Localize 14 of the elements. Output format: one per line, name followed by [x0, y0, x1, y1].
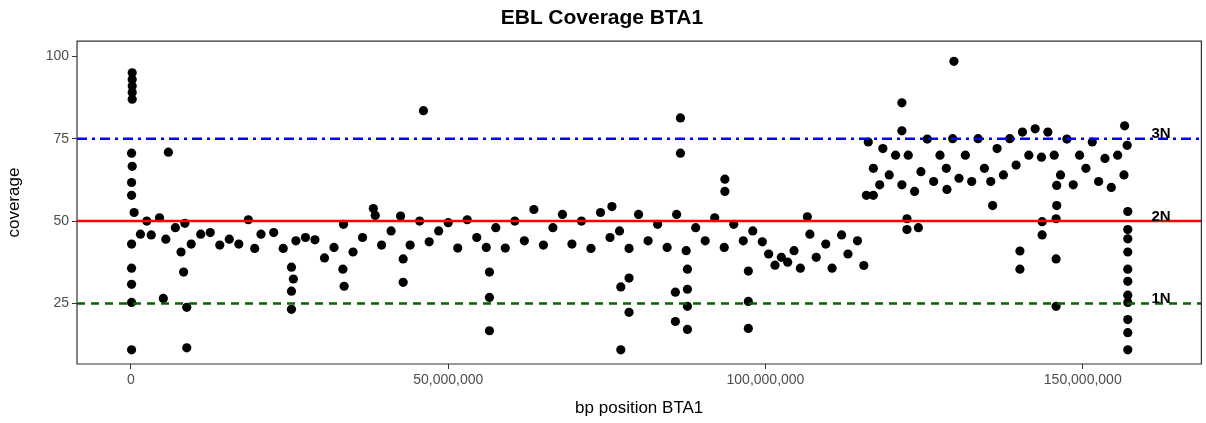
x-tick-label: 0: [127, 371, 136, 388]
y-tick-label: 100: [45, 47, 70, 64]
ref-line-label: 2N: [1151, 206, 1171, 224]
y-axis-title: coverage: [3, 167, 23, 238]
ref-line-label: 3N: [1151, 124, 1171, 142]
x-tick-label: 100,000,000: [726, 371, 805, 388]
chart-title: EBL Coverage BTA1: [500, 5, 704, 29]
y-tick-label: 25: [53, 294, 70, 311]
x-tick-label: 50,000,000: [413, 371, 484, 388]
y-tick-label: 50: [53, 211, 70, 228]
y-tick-label: 75: [53, 129, 70, 146]
x-axis-title: bp position BTA1: [575, 398, 704, 418]
x-tick-label: 150,000,000: [1043, 371, 1122, 388]
ref-line-label: 1N: [1151, 289, 1171, 307]
